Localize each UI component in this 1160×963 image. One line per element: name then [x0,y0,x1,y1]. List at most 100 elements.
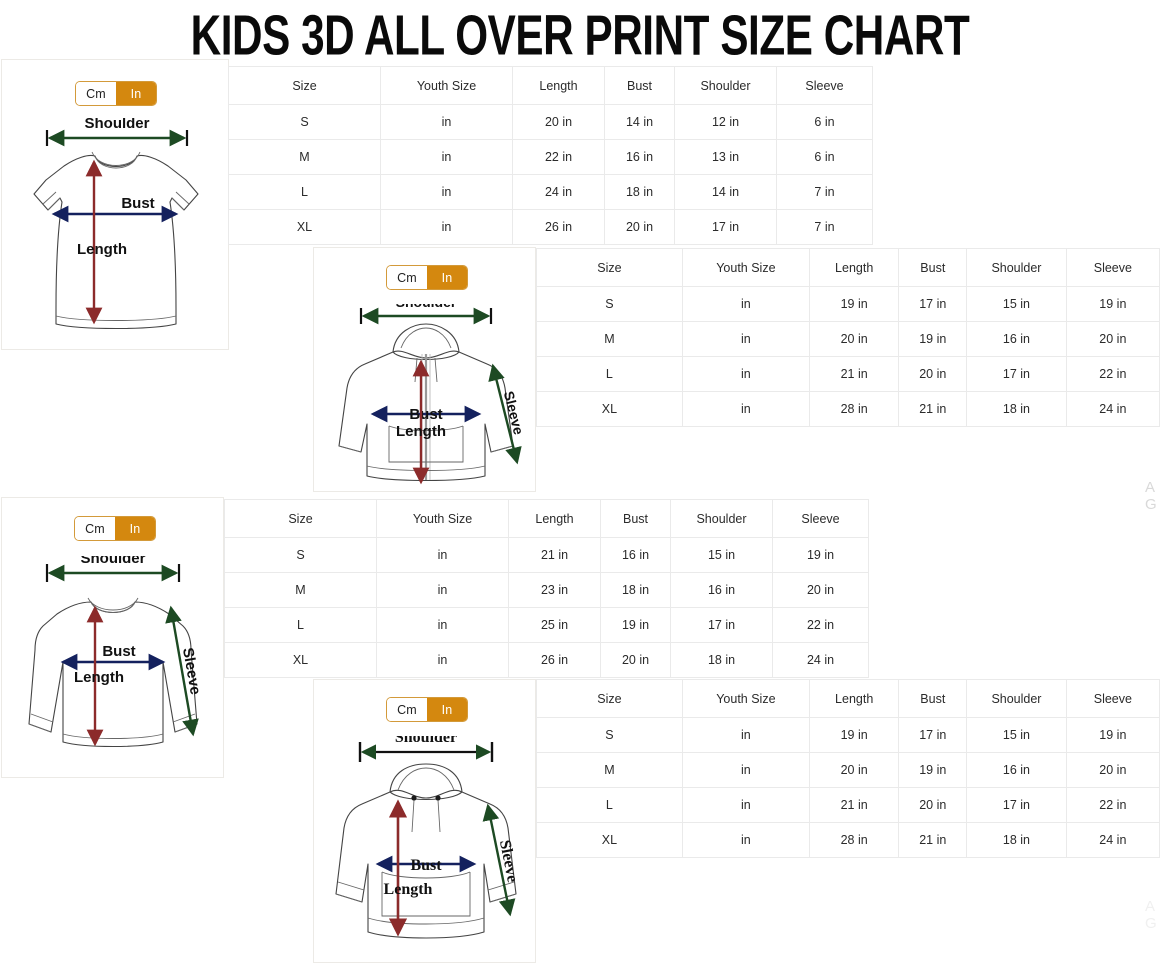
cell-youth: in [681,286,810,322]
column-header-sleeve: Sleeve [772,499,869,538]
unit-toggle-cm[interactable]: Cm [75,517,115,540]
cell-youth: in [681,391,810,427]
watermark-line-1: A [1145,898,1156,915]
cell-size: S [536,286,683,322]
column-header-size: Size [228,66,381,105]
unit-toggle-pullover-hoodie[interactable]: Cm In [386,697,468,722]
size-table-tshirt: Size Youth Size Length Bust Shoulder Sle… [228,66,873,245]
cell-bust: 21 in [898,822,968,858]
unit-toggle-tshirt[interactable]: Cm In [75,81,157,106]
column-header-youth-size: Youth Size [681,679,810,718]
unit-toggle-zip-hoodie[interactable]: Cm In [386,265,468,290]
cell-shoulder: 16 in [670,572,773,608]
size-table-pullover-hoodie: Size Youth Size Length Bust Shoulder Sle… [536,679,1160,858]
column-header-length: Length [808,248,900,287]
cell-size: XL [228,209,381,245]
table-row: L in 24 in 18 in 14 in 7 in [228,174,873,210]
column-header-bust: Bust [898,248,968,287]
cell-sleeve: 20 in [1065,752,1160,788]
cell-size: L [536,356,683,392]
cell-shoulder: 17 in [966,787,1067,823]
column-header-bust: Bust [898,679,968,718]
cell-length: 23 in [508,572,601,608]
cell-length: 24 in [512,174,605,210]
cell-size: L [224,607,377,643]
figure-card-pullover-hoodie: Cm In [313,679,536,963]
cell-length: 28 in [808,822,900,858]
unit-toggle-in[interactable]: In [427,266,467,289]
label-shoulder: Shoulder [84,118,149,132]
cell-sleeve: 24 in [772,642,869,678]
cell-bust: 19 in [898,321,968,357]
size-table-long-sleeve: Size Youth Size Length Bust Shoulder Sle… [224,499,869,678]
zip-hoodie-diagram: Shoulder Bust Length Sleeve [338,304,527,485]
table-row: S in 20 in 14 in 12 in 6 in [228,104,873,140]
cell-shoulder: 17 in [674,209,777,245]
table-header-row: Size Youth Size Length Bust Shoulder Sle… [228,66,873,105]
cell-sleeve: 20 in [1065,321,1160,357]
cell-youth: in [380,139,513,175]
cell-sleeve: 22 in [1065,787,1160,823]
label-bust: Bust [102,643,135,660]
cell-sleeve: 7 in [776,209,873,245]
table-row: M in 22 in 16 in 13 in 6 in [228,139,873,175]
cell-bust: 17 in [898,286,968,322]
cell-size: S [224,537,377,573]
table-row: XL in 28 in 21 in 18 in 24 in [536,822,1160,858]
figure-card-zip-hoodie: Cm In [313,247,536,492]
column-header-sleeve: Sleeve [776,66,873,105]
unit-toggle-cm[interactable]: Cm [76,82,116,105]
cell-shoulder: 15 in [966,717,1067,753]
column-header-shoulder: Shoulder [966,679,1067,718]
cell-size: XL [536,391,683,427]
cell-bust: 18 in [600,572,671,608]
cell-length: 20 in [808,321,900,357]
cell-sleeve: 7 in [776,174,873,210]
cell-youth: in [681,356,810,392]
cell-bust: 20 in [898,356,968,392]
table-header-row: Size Youth Size Length Bust Shoulder Sle… [536,679,1160,718]
label-length: Length [77,241,127,258]
figure-card-tshirt: Cm In [1,59,229,350]
size-table-zip-hoodie: Size Youth Size Length Bust Shoulder Sle… [536,248,1160,427]
cell-size: M [536,321,683,357]
column-header-size: Size [536,248,683,287]
cell-sleeve: 19 in [1065,286,1160,322]
cell-youth: in [681,822,810,858]
cell-sleeve: 24 in [1065,822,1160,858]
label-length: Length [384,881,433,898]
cell-length: 19 in [808,717,900,753]
cell-sleeve: 22 in [1065,356,1160,392]
column-header-shoulder: Shoulder [674,66,777,105]
cell-youth: in [681,717,810,753]
cell-bust: 19 in [898,752,968,788]
unit-toggle-long-sleeve[interactable]: Cm In [74,516,156,541]
cell-bust: 20 in [898,787,968,823]
unit-toggle-cm[interactable]: Cm [387,698,427,721]
pullover-hoodie-diagram: Shoulder Bust Length Sleeve [335,736,521,939]
table-row: XL in 26 in 20 in 17 in 7 in [228,209,873,245]
unit-toggle-cm[interactable]: Cm [387,266,427,289]
cell-youth: in [376,572,509,608]
label-shoulder: Shoulder [396,304,457,310]
cell-shoulder: 13 in [674,139,777,175]
watermark-top: A G [1145,479,1157,513]
cell-bust: 19 in [600,607,671,643]
cell-youth: in [380,209,513,245]
unit-toggle-in[interactable]: In [115,517,155,540]
cell-sleeve: 19 in [772,537,869,573]
unit-toggle-in[interactable]: In [116,82,156,105]
label-shoulder: Shoulder [80,556,145,567]
cell-youth: in [380,104,513,140]
unit-toggle-in[interactable]: In [427,698,467,721]
column-header-shoulder: Shoulder [670,499,773,538]
cell-sleeve: 6 in [776,139,873,175]
cell-youth: in [681,752,810,788]
table-row: M in 23 in 18 in 16 in 20 in [224,572,869,608]
cell-size: M [536,752,683,788]
column-header-size: Size [224,499,377,538]
table-row: L in 21 in 20 in 17 in 22 in [536,356,1160,392]
cell-bust: 14 in [604,104,675,140]
column-header-length: Length [808,679,900,718]
column-header-shoulder: Shoulder [966,248,1067,287]
